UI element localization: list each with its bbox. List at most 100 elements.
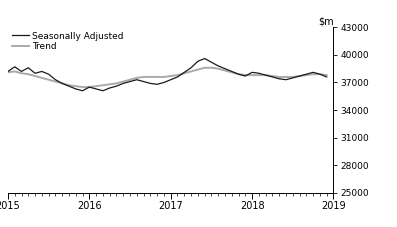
Trend	[283, 76, 288, 78]
Seasonally Adjusted	[311, 71, 316, 74]
Seasonally Adjusted	[182, 71, 187, 74]
Seasonally Adjusted	[216, 64, 221, 67]
Seasonally Adjusted	[100, 89, 105, 92]
Seasonally Adjusted	[297, 75, 302, 77]
Seasonally Adjusted	[236, 73, 241, 76]
Seasonally Adjusted	[162, 81, 166, 84]
Seasonally Adjusted	[127, 80, 132, 83]
Trend	[87, 86, 92, 89]
Trend	[12, 70, 17, 73]
Line: Seasonally Adjusted: Seasonally Adjusted	[8, 59, 327, 91]
Trend	[304, 74, 309, 76]
Trend	[236, 73, 241, 76]
Trend	[67, 84, 71, 86]
Trend	[127, 78, 132, 81]
Trend	[209, 66, 214, 69]
Seasonally Adjusted	[318, 73, 322, 76]
Seasonally Adjusted	[114, 85, 119, 88]
Seasonally Adjusted	[19, 70, 24, 73]
Seasonally Adjusted	[195, 60, 200, 63]
Trend	[60, 82, 65, 85]
Seasonally Adjusted	[229, 70, 234, 73]
Seasonally Adjusted	[168, 78, 173, 81]
Trend	[148, 76, 153, 78]
Trend	[100, 84, 105, 86]
Line: Trend: Trend	[8, 68, 327, 87]
Trend	[80, 86, 85, 89]
Seasonally Adjusted	[290, 76, 295, 79]
Trend	[182, 72, 187, 75]
Seasonally Adjusted	[243, 75, 248, 77]
Seasonally Adjusted	[87, 86, 92, 89]
Trend	[263, 74, 268, 76]
Trend	[290, 76, 295, 78]
Trend	[94, 85, 98, 88]
Seasonally Adjusted	[60, 82, 65, 85]
Seasonally Adjusted	[135, 78, 139, 81]
Seasonally Adjusted	[270, 76, 275, 78]
Seasonally Adjusted	[107, 87, 112, 89]
Seasonally Adjusted	[202, 57, 207, 60]
Seasonally Adjusted	[39, 70, 44, 73]
Seasonally Adjusted	[189, 66, 193, 69]
Trend	[256, 74, 261, 76]
Trend	[277, 76, 281, 78]
Trend	[202, 66, 207, 69]
Seasonally Adjusted	[46, 73, 51, 76]
Seasonally Adjusted	[256, 72, 261, 75]
Trend	[223, 69, 227, 72]
Seasonally Adjusted	[324, 76, 329, 78]
Trend	[114, 82, 119, 85]
Text: $m: $m	[318, 17, 333, 27]
Trend	[26, 73, 31, 76]
Seasonally Adjusted	[67, 85, 71, 88]
Trend	[297, 75, 302, 77]
Seasonally Adjusted	[26, 66, 31, 69]
Seasonally Adjusted	[80, 89, 85, 92]
Trend	[216, 67, 221, 70]
Trend	[141, 76, 146, 78]
Trend	[189, 70, 193, 73]
Trend	[175, 74, 180, 76]
Legend: Seasonally Adjusted, Trend: Seasonally Adjusted, Trend	[11, 30, 125, 53]
Seasonally Adjusted	[121, 82, 125, 85]
Seasonally Adjusted	[33, 72, 37, 75]
Seasonally Adjusted	[155, 83, 160, 86]
Seasonally Adjusted	[263, 74, 268, 76]
Trend	[73, 85, 78, 88]
Trend	[162, 76, 166, 78]
Trend	[121, 80, 125, 83]
Seasonally Adjusted	[250, 71, 254, 74]
Trend	[135, 76, 139, 79]
Trend	[39, 76, 44, 79]
Seasonally Adjusted	[94, 88, 98, 90]
Trend	[195, 68, 200, 71]
Trend	[318, 73, 322, 76]
Seasonally Adjusted	[277, 77, 281, 80]
Seasonally Adjusted	[12, 65, 17, 68]
Trend	[243, 74, 248, 76]
Trend	[155, 76, 160, 78]
Trend	[324, 74, 329, 76]
Seasonally Adjusted	[223, 67, 227, 70]
Trend	[229, 71, 234, 74]
Trend	[53, 80, 58, 83]
Seasonally Adjusted	[283, 78, 288, 81]
Seasonally Adjusted	[141, 80, 146, 83]
Seasonally Adjusted	[148, 82, 153, 85]
Seasonally Adjusted	[53, 78, 58, 81]
Trend	[33, 75, 37, 77]
Trend	[311, 73, 316, 76]
Trend	[168, 75, 173, 77]
Trend	[6, 71, 10, 74]
Seasonally Adjusted	[73, 88, 78, 90]
Trend	[107, 83, 112, 86]
Trend	[270, 75, 275, 77]
Seasonally Adjusted	[304, 73, 309, 76]
Trend	[46, 78, 51, 81]
Trend	[19, 72, 24, 75]
Seasonally Adjusted	[6, 70, 10, 73]
Trend	[250, 74, 254, 76]
Seasonally Adjusted	[175, 76, 180, 78]
Seasonally Adjusted	[209, 61, 214, 64]
